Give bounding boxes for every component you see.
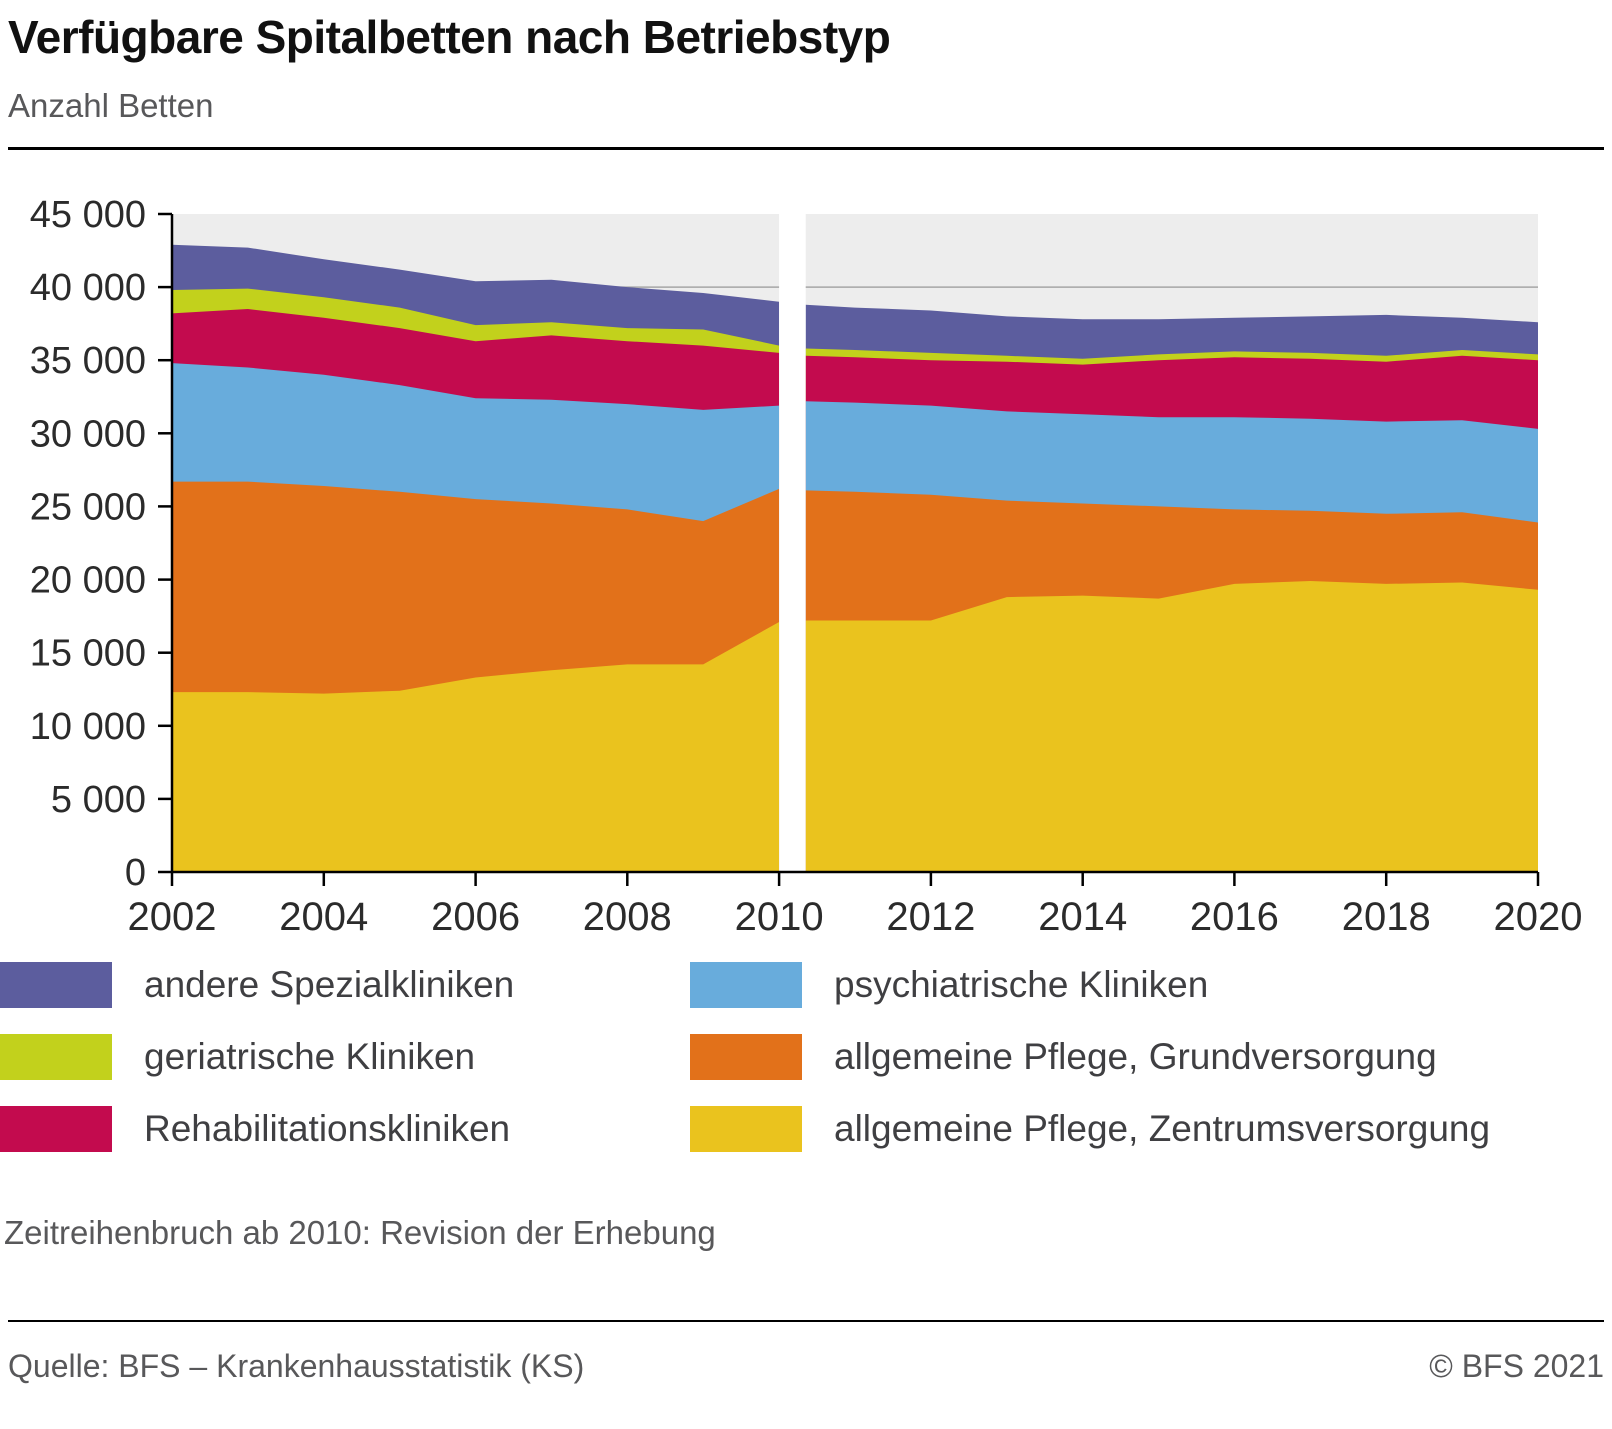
area-allgemeine-pflege-zentrumsversorgung-pre (172, 621, 780, 872)
y-tick-label: 5 000 (51, 778, 146, 820)
x-tick-label: 2002 (128, 895, 217, 939)
y-tick-label: 25 000 (30, 486, 146, 528)
y-tick-label: 20 000 (30, 559, 146, 601)
page-subtitle: Anzahl Betten (8, 86, 214, 124)
y-tick-label: 15 000 (30, 632, 146, 674)
chart-area: 0 5 000 10 000 15 000 20 000 25 000 30 000 35 0… (0, 152, 1612, 952)
x-tick-label: 2012 (886, 895, 975, 939)
legend-label: allgemeine Pflege, Zentrumsversorgung (834, 1107, 1491, 1149)
title-divider (8, 146, 1604, 150)
legend-label: psychiatrische Kliniken (834, 963, 1209, 1005)
legend-swatch (690, 961, 802, 1008)
y-tick-label: 40 000 (30, 267, 146, 309)
y-tick-label: 10 000 (30, 705, 146, 747)
legend-swatch (690, 1033, 802, 1080)
x-tick-label: 2020 (1494, 895, 1583, 939)
legend-item-allgemeine-pflege-grundversorgung: allgemeine Pflege, Grundversorgung (690, 1033, 1604, 1080)
x-tick-label: 2016 (1190, 895, 1279, 939)
legend-label: geriatrische Kliniken (144, 1035, 476, 1077)
legend-swatch (0, 1105, 112, 1152)
legend-label: Rehabilitationskliniken (144, 1107, 511, 1149)
legend-item-geriatrische-kliniken: geriatrische Kliniken (0, 1033, 690, 1080)
page-title: Verfügbare Spitalbetten nach Betriebstyp (8, 11, 891, 63)
x-tick-label: 2018 (1342, 895, 1431, 939)
y-tick-label: 0 (125, 852, 146, 894)
x-tick-label: 2006 (431, 895, 520, 939)
x-tick-label: 2008 (583, 895, 672, 939)
source-text: Quelle: BFS – Krankenhausstatistik (KS) (8, 1347, 585, 1384)
legend-item-andere-spezialkliniken: andere Spezialkliniken (0, 961, 690, 1008)
series-break-band (779, 213, 806, 872)
footer-divider (8, 1319, 1604, 1322)
x-tick-label: 2004 (279, 895, 368, 939)
stacked-area-chart: 0 5 000 10 000 15 000 20 000 25 000 30 000 35 0… (30, 194, 1583, 939)
legend-swatch (0, 1033, 112, 1080)
y-tick-label: 30 000 (30, 413, 146, 455)
legend-item-rehabilitationskliniken: Rehabilitationskliniken (0, 1105, 690, 1152)
area-allgemeine-pflege-zentrumsversorgung-post (805, 580, 1538, 872)
header: Verfügbare Spitalbetten nach Betriebstyp… (0, 0, 1612, 125)
legend-item-psychiatrische-kliniken: psychiatrische Kliniken (690, 961, 1604, 1008)
legend: andere Spezialkliniken psychiatrische Kl… (0, 961, 1612, 1152)
legend-swatch (690, 1105, 802, 1152)
legend-swatch (0, 961, 112, 1008)
legend-label: andere Spezialkliniken (144, 963, 515, 1005)
legend-label: allgemeine Pflege, Grundversorgung (834, 1035, 1437, 1077)
y-tick-label: 45 000 (30, 194, 146, 236)
y-tick-label: 35 000 (30, 340, 146, 382)
x-tick-label: 2010 (735, 895, 824, 939)
x-tick-label: 2014 (1038, 895, 1127, 939)
legend-item-allgemeine-pflege-zentrumsversorgung: allgemeine Pflege, Zentrumsversorgung (690, 1105, 1604, 1152)
copyright-text: © BFS 2021 (1429, 1347, 1604, 1384)
footer: Quelle: BFS – Krankenhausstatistik (KS) … (0, 1322, 1612, 1385)
footnote: Zeitreihenbruch ab 2010: Revision der Er… (4, 1213, 716, 1251)
